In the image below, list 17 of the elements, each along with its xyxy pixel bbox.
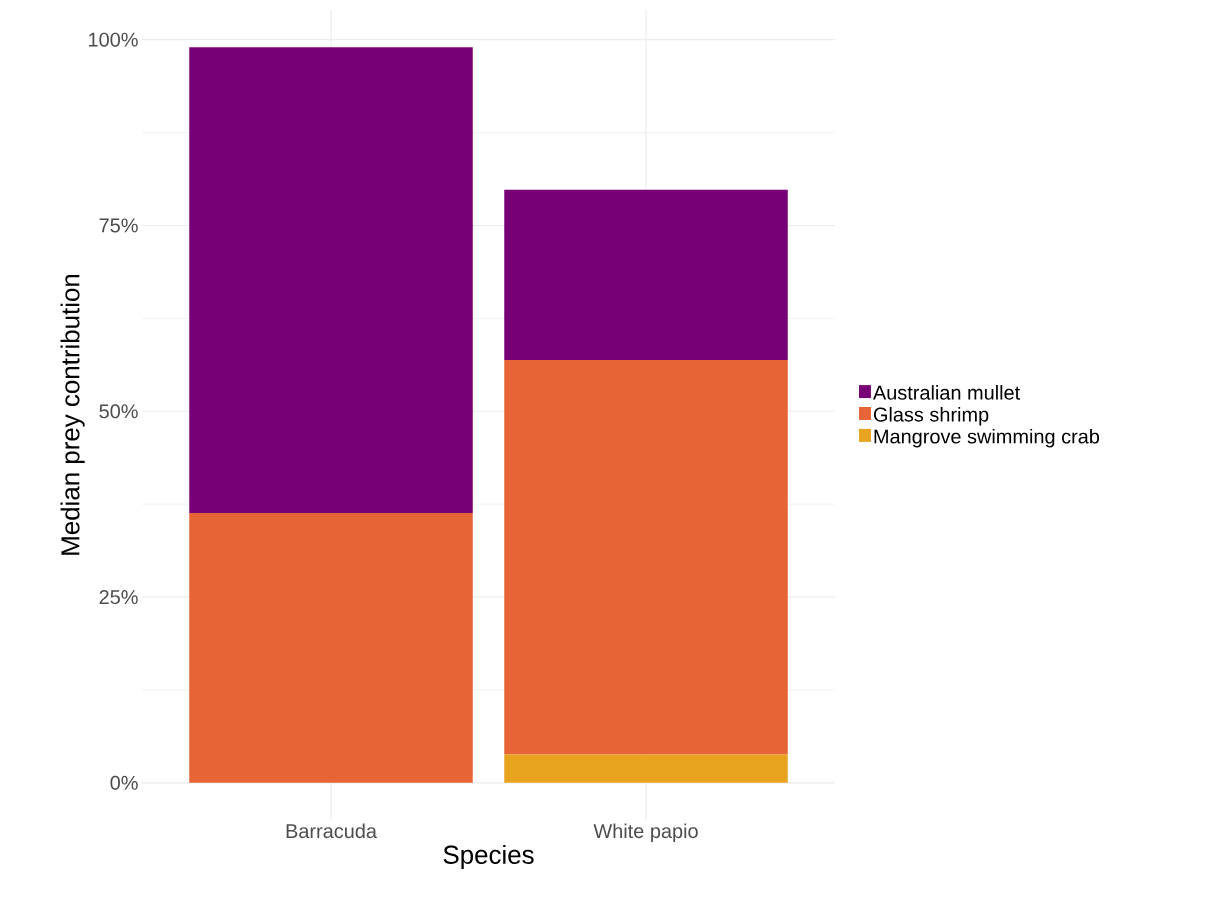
y-tick-label: 0%	[110, 775, 138, 790]
y-tick-label: 75%	[99, 218, 138, 233]
x-tick-label: Barracuda	[286, 823, 377, 839]
bar	[504, 359, 788, 755]
bar	[189, 513, 473, 783]
legend-label: Australian mullet	[872, 385, 1021, 400]
x-axis-title: Species	[443, 844, 534, 870]
bar	[504, 754, 788, 783]
y-axis-title: Median prey contribution	[60, 274, 85, 555]
bar	[504, 189, 788, 360]
y-tick-label: 25%	[99, 590, 138, 605]
bar	[189, 47, 473, 514]
y-tick-label: 100%	[89, 32, 138, 47]
y-tick-label: 50%	[99, 404, 138, 419]
legend-label: Mangrove swimming crab	[874, 428, 1100, 448]
x-tick-label: White papio	[593, 823, 698, 843]
legend-label: Glass shrimp	[873, 407, 989, 426]
